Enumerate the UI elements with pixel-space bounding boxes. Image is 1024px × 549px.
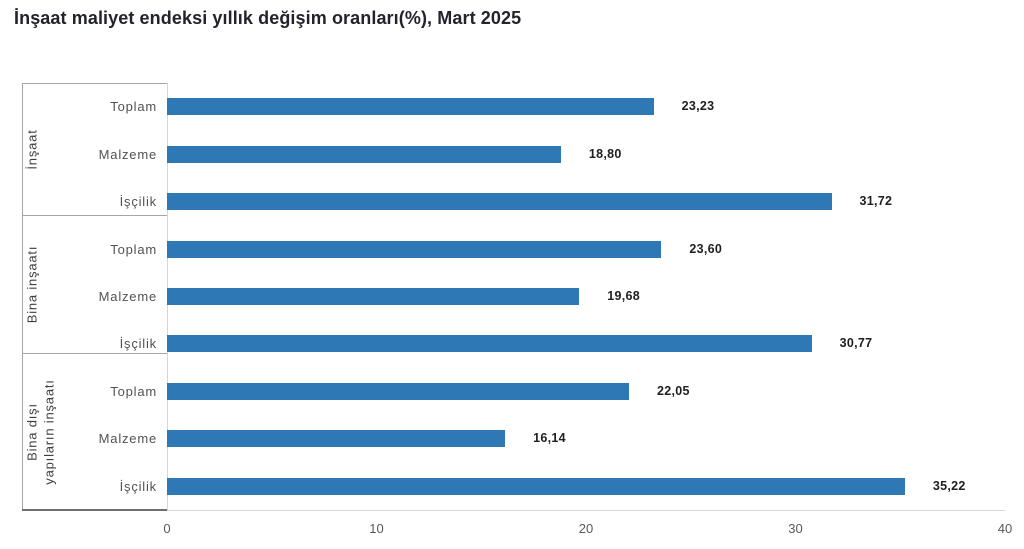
category-label: Toplam — [110, 99, 157, 115]
group-label: Bina inşaatı — [23, 215, 40, 353]
x-tick-label: 20 — [578, 521, 594, 536]
group-separator-line — [22, 215, 167, 216]
group-separator-line — [22, 83, 167, 84]
category-baseline — [22, 509, 167, 511]
bar — [167, 477, 905, 495]
bar-value-label: 19,68 — [607, 289, 641, 303]
category-label: İşçilik — [119, 194, 157, 210]
bar — [167, 430, 506, 448]
bar — [167, 240, 662, 258]
bar-value-label: 18,80 — [588, 146, 622, 161]
x-tick-label: 40 — [997, 521, 1013, 536]
category-label: Malzeme — [98, 431, 157, 447]
bar-value-label: 35,22 — [932, 478, 966, 493]
group-separator-line — [22, 353, 167, 354]
plot-x-axis-line — [167, 510, 1005, 511]
bar-value-label: 31,72 — [859, 194, 893, 209]
group-label-line: Bina inşaatı — [24, 245, 39, 323]
bar — [167, 288, 580, 305]
category-label: Toplam — [110, 241, 157, 257]
bar-value-label: 23,23 — [681, 99, 715, 114]
bar-value-label: 23,60 — [689, 241, 723, 256]
bar — [167, 145, 561, 163]
group-label-line: Bina dışı — [24, 402, 39, 461]
x-tick-label: 10 — [369, 521, 384, 536]
chart-title: İnşaat maliyet endeksi yıllık değişim or… — [14, 8, 522, 28]
bar — [167, 335, 812, 353]
category-label: İşçilik — [119, 336, 157, 352]
category-label: İşçilik — [119, 478, 157, 494]
category-label: Malzeme — [98, 289, 157, 304]
bar — [167, 193, 832, 211]
group-label: Bina dışı yapıların inşaatı — [23, 353, 57, 510]
bar-value-label: 22,05 — [656, 383, 690, 398]
bar — [167, 382, 629, 400]
bar-value-label: 16,14 — [533, 431, 566, 446]
x-tick-label: 30 — [788, 521, 803, 536]
category-label: Malzeme — [98, 146, 157, 162]
group-label: İnşaat — [23, 83, 40, 215]
bar — [167, 98, 654, 116]
group-axis-line — [22, 83, 23, 510]
x-tick-label: 0 — [163, 521, 171, 536]
bar-value-label: 30,77 — [839, 336, 873, 351]
category-label: Toplam — [110, 383, 157, 399]
group-label-line: İnşaat — [24, 128, 39, 170]
